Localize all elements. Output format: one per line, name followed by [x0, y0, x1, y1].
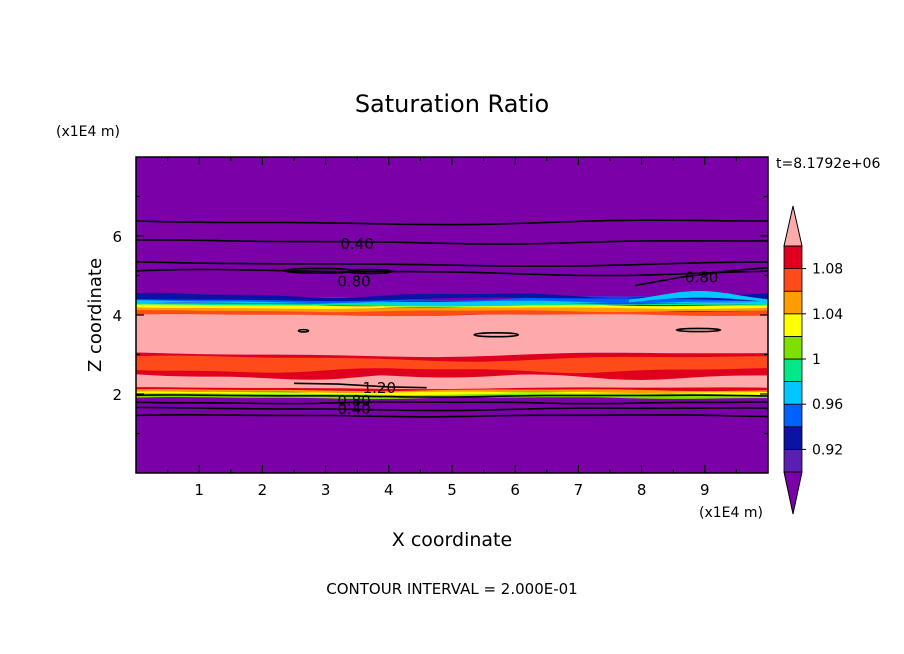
contour-line-a [136, 413, 768, 418]
x-tick-label: 6 [510, 481, 520, 499]
colorbar-box [783, 245, 803, 270]
x-tick-label: 7 [574, 481, 584, 499]
colorbar-box [783, 426, 803, 450]
colorbar-box [783, 335, 803, 360]
contour-island-d [675, 327, 722, 333]
contour-line-h [136, 219, 768, 226]
x-tick-label: 8 [637, 481, 647, 499]
colorbar-label: 0.96 [812, 397, 843, 413]
band-navy-top [136, 292, 768, 302]
x-tick-label: 2 [258, 481, 268, 499]
colorbar-box [783, 290, 803, 315]
y-tick-label: 6 [112, 228, 122, 246]
time-label: t=8.1792e+06 [776, 156, 880, 172]
contour-line-g [136, 239, 768, 245]
colorbar-label: 1 [812, 352, 821, 368]
y-tick-label: 4 [112, 307, 122, 325]
colorbar-box [783, 313, 803, 337]
contour-label: 0.40 [337, 400, 370, 418]
colorbar-label: 1.08 [812, 262, 843, 278]
contour-island-c [473, 331, 520, 338]
band-cyan-patch [629, 291, 768, 303]
colorbar [783, 205, 806, 515]
colorbar-box [783, 358, 803, 383]
contour-line-d [136, 394, 768, 398]
contour-label: 0.80 [685, 269, 718, 287]
contour-line-c [136, 401, 768, 405]
contour-line-e [136, 268, 768, 277]
contour-island-b [346, 268, 393, 275]
contour-label: 0.80 [337, 392, 370, 410]
colorbar-box [783, 448, 803, 473]
y-axis-label: Z coordinate [85, 258, 106, 372]
x-tick-label: 9 [700, 481, 710, 499]
band-red-mid [136, 355, 768, 374]
contour-line-b [136, 406, 768, 412]
colorbar-label: 0.92 [812, 442, 843, 458]
colorbar-under-triangle [783, 471, 803, 515]
colorbar-over-triangle [783, 205, 803, 247]
contour-interval-footer: CONTOUR INTERVAL = 2.000E-01 [326, 580, 577, 598]
chart-title: Saturation Ratio [355, 90, 549, 118]
y-unit-label: (x1E4 m) [56, 124, 120, 140]
colorbar-box [783, 381, 803, 405]
contour-label: 0.80 [337, 273, 370, 291]
x-tick-label: 3 [321, 481, 331, 499]
colorbar-box [783, 268, 803, 292]
x-tick-label: 5 [447, 481, 457, 499]
contour-line-i [293, 382, 427, 389]
band-pink-low [136, 373, 768, 390]
contour-label: 0.40 [340, 235, 373, 253]
contour-island-e [297, 328, 310, 333]
x-tick-label: 4 [384, 481, 394, 499]
contour-line-f [136, 261, 768, 268]
contour-label: 1.20 [363, 379, 396, 397]
y-tick-label: 2 [112, 386, 122, 404]
colorbar-label: 1.04 [812, 307, 843, 323]
contour-line-j [635, 266, 768, 287]
x-unit-label: (x1E4 m) [699, 505, 763, 521]
x-axis-label: X coordinate [392, 529, 512, 551]
plot-area [136, 157, 768, 473]
colorbar-box [783, 403, 803, 428]
x-tick-label: 1 [194, 481, 204, 499]
band-pink-core [136, 312, 768, 358]
